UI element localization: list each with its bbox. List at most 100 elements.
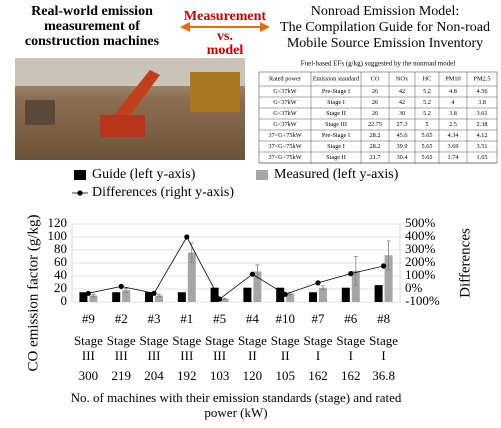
power-label: 105 [275, 368, 295, 383]
compare-right: model [207, 43, 244, 58]
table-cell: 3.61 [476, 110, 487, 117]
bar [112, 292, 121, 302]
table-cell: 1.74 [447, 154, 459, 161]
difference-point [315, 280, 321, 286]
table-frame [258, 71, 498, 164]
table-cell: 39.9 [396, 143, 407, 150]
x-tick-label: #3 [148, 311, 161, 326]
table-cell: 26 [372, 110, 378, 117]
stage-label: Stage III [140, 333, 169, 363]
table-cell: Stage I [327, 143, 345, 150]
y-tick-label: 100 [48, 228, 68, 243]
power-label: 120 [243, 368, 263, 383]
x-tick-label: #4 [246, 311, 260, 326]
difference-point [348, 271, 354, 277]
table-cell: G<37kW [273, 110, 297, 117]
error-bar [222, 297, 227, 300]
table-header: NOx [396, 75, 409, 82]
table-cell: Pre-Stage I [322, 132, 350, 139]
table-cell: Stage I [327, 99, 345, 106]
table-cell: Pre-Stage I [322, 88, 350, 95]
power-label: 162 [341, 368, 361, 383]
table-cell: 5 [425, 121, 428, 128]
table-cell: 2.5 [449, 121, 457, 128]
power-label: 219 [111, 368, 131, 383]
table-cell: 3.8 [478, 99, 486, 106]
table-cell: 4.12 [476, 132, 487, 139]
table-cell: G<37kW [273, 121, 297, 128]
y-tick-label: 0 [61, 293, 68, 308]
power-label: 36.8 [372, 368, 395, 383]
x-axis-title: power (kW) [204, 405, 267, 420]
y2-tick-label: -100% [405, 293, 440, 308]
table-cell: 22.75 [368, 121, 382, 128]
table-cell: 5.65 [421, 154, 432, 161]
legend-label: Differences (right y-axis) [92, 185, 234, 200]
legend-swatch [74, 170, 86, 180]
stage-label: Stage I [369, 333, 398, 363]
y2-tick-label: 200% [405, 254, 436, 269]
y-axis-title: CO emission factor (g/kg) [25, 214, 41, 371]
table-cell: 37<G<75kW [268, 132, 301, 139]
table-cell: 26 [372, 99, 378, 106]
table-caption: Fuel-based EFs (g/kg) suggested by the n… [301, 60, 456, 68]
table-cell: 42 [399, 88, 405, 95]
error-bar [386, 240, 391, 270]
y-tick-label: 20 [54, 280, 67, 295]
difference-point [184, 234, 190, 240]
error-bar [321, 285, 325, 291]
table-cell: 30.4 [396, 154, 408, 161]
stage-label: Stage III [74, 333, 103, 363]
compare-left: Measurement [184, 9, 266, 24]
bar [155, 295, 163, 302]
photo-title: Real-world emission [31, 4, 153, 19]
bar [79, 292, 88, 302]
x-tick-label: #1 [180, 311, 193, 326]
difference-point [282, 291, 288, 297]
stage-label: Stage III [172, 333, 201, 363]
table-cell: 37<G<75kW [268, 143, 301, 150]
table-cell: 45.6 [396, 132, 407, 139]
x-tick-label: #5 [213, 311, 226, 326]
power-label: 204 [144, 368, 164, 383]
table-cell: 5.2 [423, 88, 431, 95]
y-tick-label: 80 [54, 241, 67, 256]
table-cell: 5.65 [421, 143, 432, 150]
table-cell: 26 [372, 88, 378, 95]
table-header: PM10 [445, 75, 460, 82]
table-cell: 37<G<75kW [268, 154, 301, 161]
bar [145, 292, 153, 302]
difference-point [217, 296, 223, 302]
y2-tick-label: 500% [405, 215, 436, 230]
stage-label: Stage II [238, 333, 267, 363]
bar [309, 292, 317, 302]
photo-title: measurement of [44, 19, 140, 34]
photo [15, 58, 245, 160]
table-cell: 5.2 [423, 110, 431, 117]
stage-label: Stage II [271, 333, 300, 363]
difference-point [151, 290, 157, 296]
y2-tick-label: 400% [405, 228, 436, 243]
stage-label: Stage I [336, 333, 365, 363]
table-cell: Stage II [326, 154, 346, 161]
power-label: 162 [308, 368, 328, 383]
table-cell: 4.34 [447, 132, 459, 139]
power-label: 103 [210, 368, 230, 383]
table-cell: 27.3 [396, 121, 407, 128]
bar [341, 287, 350, 302]
bar [243, 287, 252, 302]
bar [276, 287, 285, 302]
model-title: Mobile Source Emission Inventory [287, 36, 483, 51]
compare-arrow [180, 22, 270, 32]
bar [319, 287, 327, 302]
stage-label: Stage III [205, 333, 234, 363]
difference-point [249, 271, 255, 277]
x-tick-label: #7 [312, 311, 326, 326]
bar [187, 252, 196, 302]
x-tick-label: #6 [344, 311, 358, 326]
table-cell: 4.56 [476, 88, 487, 95]
stage-label: Stage I [304, 333, 333, 363]
bar [253, 271, 262, 302]
table-cell: 5.2 [423, 99, 431, 106]
